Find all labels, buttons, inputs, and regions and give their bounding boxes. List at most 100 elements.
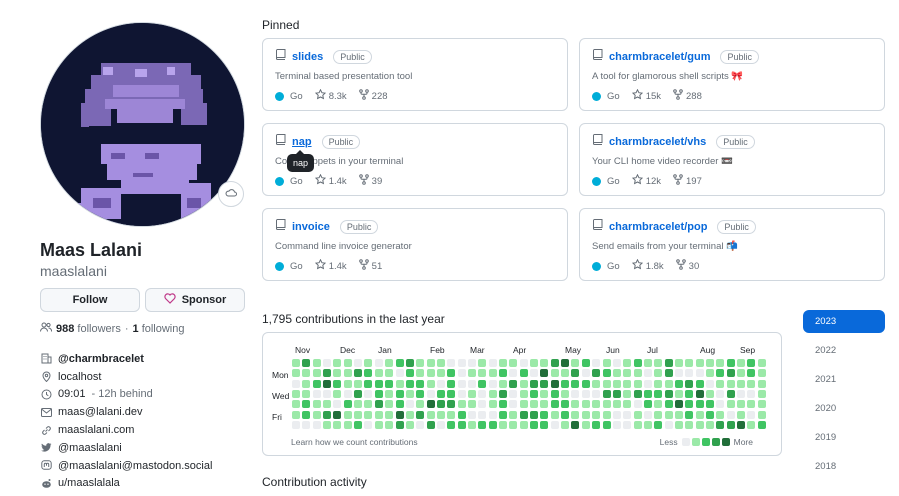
- contribution-day[interactable]: [592, 359, 601, 367]
- contribution-day[interactable]: [706, 400, 714, 409]
- contribution-day[interactable]: [405, 421, 414, 430]
- repo-name-link[interactable]: charmbracelet/pop: [609, 220, 708, 233]
- contribution-day[interactable]: [364, 400, 373, 409]
- contribution-day[interactable]: [685, 390, 694, 399]
- repo-name-link[interactable]: slides: [292, 50, 324, 63]
- contribution-day[interactable]: [550, 369, 559, 378]
- contribution-day[interactable]: [395, 421, 404, 430]
- year-link[interactable]: 2022: [815, 345, 837, 356]
- contribution-day[interactable]: [654, 400, 663, 409]
- repo-forks-link[interactable]: 288: [673, 89, 702, 103]
- contribution-day[interactable]: [623, 410, 632, 419]
- contribution-day[interactable]: [550, 359, 559, 367]
- contribution-day[interactable]: [302, 369, 311, 378]
- contribution-day[interactable]: [550, 379, 559, 388]
- contribution-day[interactable]: [395, 410, 404, 419]
- contribution-day[interactable]: [612, 410, 621, 419]
- contribution-day[interactable]: [343, 369, 352, 378]
- contribution-day[interactable]: [540, 421, 549, 430]
- contribution-day[interactable]: [654, 421, 663, 430]
- contribution-day[interactable]: [292, 369, 300, 378]
- sponsor-button[interactable]: Sponsor: [145, 288, 245, 312]
- contribution-day[interactable]: [354, 369, 363, 378]
- contribution-day[interactable]: [643, 400, 652, 409]
- contribution-day[interactable]: [716, 379, 725, 388]
- contribution-day[interactable]: [643, 369, 652, 378]
- contribution-day[interactable]: [612, 369, 621, 378]
- contribution-day[interactable]: [416, 369, 425, 378]
- contribution-day[interactable]: [323, 421, 332, 430]
- contribution-day[interactable]: [436, 379, 445, 388]
- contribution-day[interactable]: [633, 379, 642, 388]
- contribution-day[interactable]: [426, 379, 435, 388]
- contribution-day[interactable]: [726, 421, 735, 430]
- contribution-day[interactable]: [395, 400, 404, 409]
- detail-email[interactable]: maas@lalani.dev: [40, 403, 212, 421]
- contribution-day[interactable]: [654, 359, 663, 367]
- contribution-day[interactable]: [436, 359, 445, 367]
- contribution-day[interactable]: [467, 369, 476, 378]
- contribution-day[interactable]: [685, 369, 694, 378]
- contribution-day[interactable]: [757, 379, 766, 388]
- contribution-day[interactable]: [395, 390, 404, 399]
- contribution-day[interactable]: [643, 421, 652, 430]
- repo-name-link[interactable]: invoice: [292, 220, 330, 233]
- contribution-day[interactable]: [343, 400, 352, 409]
- contribution-day[interactable]: [571, 400, 580, 409]
- contribution-day[interactable]: [747, 379, 756, 388]
- contribution-day[interactable]: [385, 421, 394, 430]
- contribution-day[interactable]: [726, 359, 735, 367]
- contribution-day[interactable]: [354, 400, 363, 409]
- repo-name-link[interactable]: charmbracelet/vhs: [609, 135, 707, 148]
- contribution-day[interactable]: [561, 379, 570, 388]
- contribution-day[interactable]: [716, 410, 725, 419]
- contribution-day[interactable]: [757, 410, 766, 419]
- contribution-day[interactable]: [623, 359, 632, 367]
- learn-contributions-link[interactable]: Learn how we count contributions: [291, 437, 418, 447]
- contribution-day[interactable]: [519, 421, 528, 430]
- contribution-day[interactable]: [757, 369, 766, 378]
- contribution-day[interactable]: [364, 379, 373, 388]
- contribution-day[interactable]: [302, 359, 311, 367]
- contribution-day[interactable]: [395, 379, 404, 388]
- contribution-day[interactable]: [364, 359, 373, 367]
- contribution-day[interactable]: [509, 400, 518, 409]
- contribution-day[interactable]: [602, 390, 611, 399]
- repo-forks-link[interactable]: 39: [358, 174, 382, 188]
- repo-stars-link[interactable]: 1.8k: [631, 258, 664, 273]
- contribution-day[interactable]: [737, 400, 746, 409]
- contribution-day[interactable]: [757, 390, 766, 399]
- contribution-day[interactable]: [354, 359, 363, 367]
- contribution-day[interactable]: [726, 410, 735, 419]
- contribution-day[interactable]: [674, 400, 683, 409]
- contribution-day[interactable]: [664, 400, 673, 409]
- contribution-day[interactable]: [385, 379, 394, 388]
- contribution-day[interactable]: [612, 421, 621, 430]
- contribution-day[interactable]: [416, 359, 425, 367]
- following-link[interactable]: 1 following: [133, 323, 185, 335]
- contribution-day[interactable]: [757, 421, 766, 430]
- contribution-day[interactable]: [333, 410, 342, 419]
- contribution-day[interactable]: [426, 359, 435, 367]
- contribution-day[interactable]: [292, 421, 300, 430]
- contribution-day[interactable]: [499, 421, 507, 430]
- contribution-day[interactable]: [467, 400, 476, 409]
- contribution-day[interactable]: [747, 400, 756, 409]
- detail-reddit[interactable]: u/maaslalala: [40, 475, 212, 493]
- detail-twitter[interactable]: @maaslalani: [40, 439, 212, 457]
- repo-stars-link[interactable]: 1.4k: [314, 258, 347, 273]
- contribution-day[interactable]: [633, 410, 642, 419]
- contribution-day[interactable]: [488, 369, 497, 378]
- contribution-day[interactable]: [561, 421, 570, 430]
- contribution-day[interactable]: [457, 390, 466, 399]
- contribution-day[interactable]: [706, 421, 714, 430]
- contribution-day[interactable]: [312, 421, 321, 430]
- contribution-day[interactable]: [499, 369, 507, 378]
- contribution-day[interactable]: [540, 369, 549, 378]
- contribution-day[interactable]: [499, 390, 507, 399]
- contribution-day[interactable]: [364, 410, 373, 419]
- contribution-day[interactable]: [519, 359, 528, 367]
- contribution-day[interactable]: [323, 379, 332, 388]
- contribution-day[interactable]: [478, 369, 487, 378]
- detail-website[interactable]: maaslalani.com: [40, 421, 212, 439]
